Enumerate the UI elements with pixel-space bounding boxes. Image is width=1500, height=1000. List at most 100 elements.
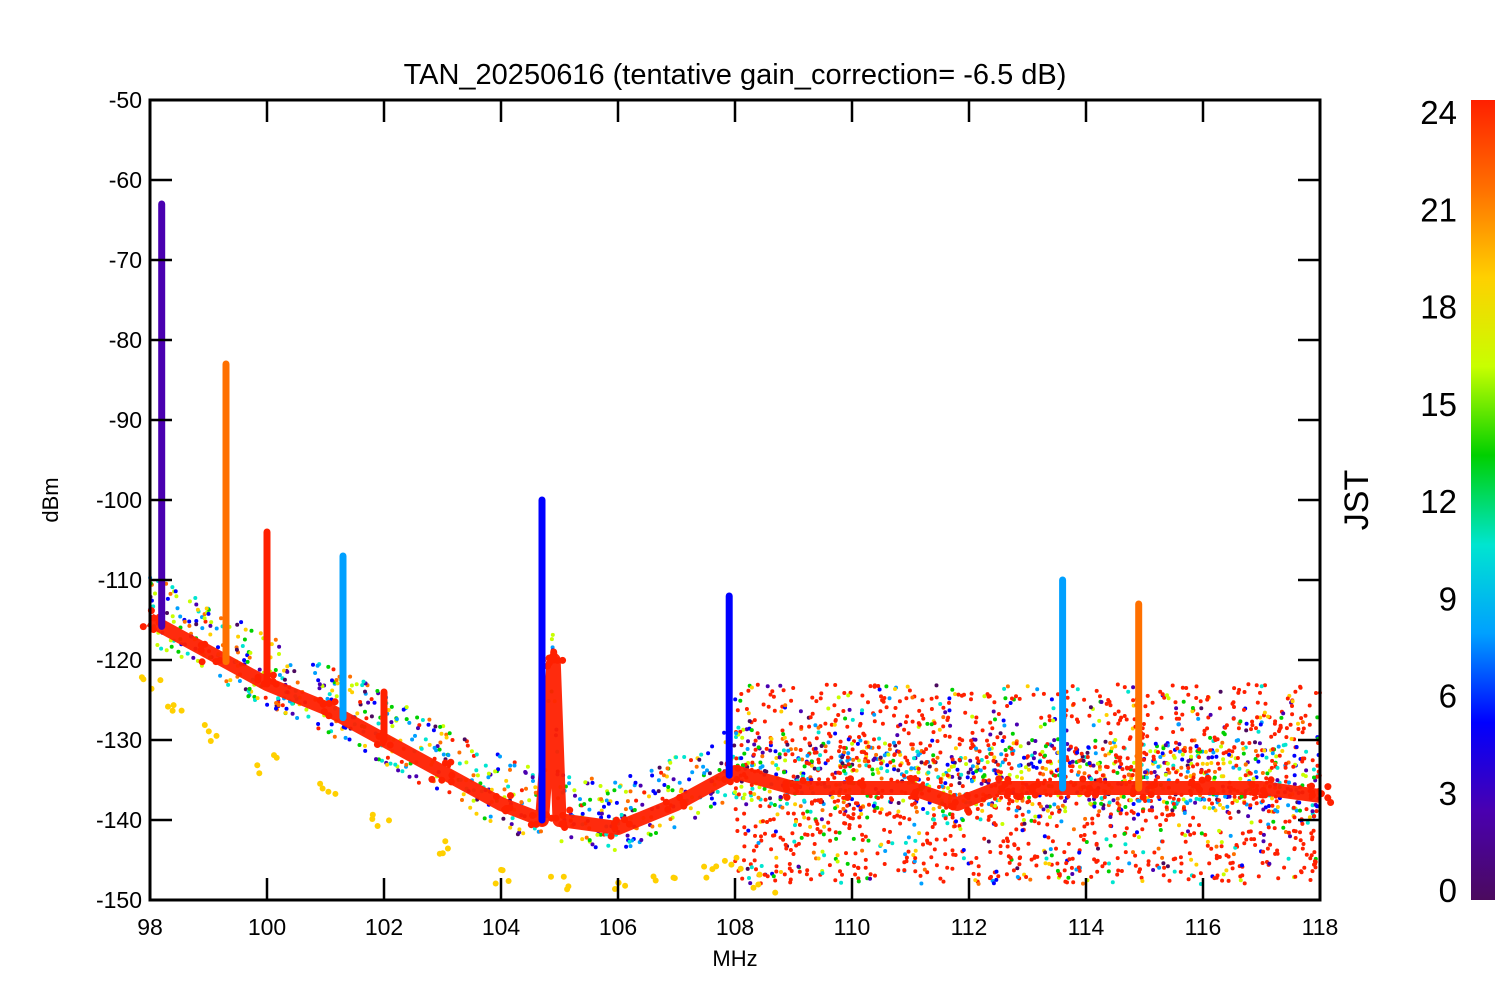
data-point [1107, 861, 1111, 866]
data-point [903, 720, 908, 725]
data-point [656, 778, 661, 783]
data-point [1095, 761, 1100, 766]
data-point [993, 768, 998, 773]
data-point [1179, 765, 1184, 770]
data-point [762, 872, 767, 877]
data-point [1070, 856, 1075, 861]
data-point [931, 753, 936, 758]
data-point [1241, 751, 1246, 756]
data-point [1066, 747, 1071, 752]
data-point [754, 867, 758, 872]
data-point [1232, 705, 1236, 709]
data-point [734, 731, 739, 736]
data-point [954, 819, 958, 824]
data-point [1196, 716, 1201, 721]
data-point [738, 698, 743, 703]
data-point [1074, 801, 1079, 806]
data-point [583, 780, 588, 785]
data-point [827, 731, 831, 736]
data-point [756, 871, 763, 878]
data-point [1208, 786, 1216, 794]
data-point [1022, 755, 1026, 760]
data-point [766, 704, 771, 709]
data-point [1146, 862, 1151, 867]
data-point [998, 850, 1003, 855]
data-point [191, 655, 196, 660]
data-point [625, 820, 633, 828]
data-point [998, 844, 1003, 849]
data-point [252, 694, 257, 699]
data-point [845, 755, 850, 760]
data-point [973, 720, 978, 725]
data-point [509, 822, 514, 827]
data-point [1217, 766, 1222, 771]
data-point [1183, 839, 1188, 844]
data-point [814, 750, 819, 755]
data-point [1079, 751, 1084, 756]
data-point [783, 793, 791, 801]
data-point [1095, 869, 1100, 874]
data-point [461, 792, 466, 797]
data-point [799, 777, 807, 784]
data-point [1237, 766, 1242, 771]
data-point [746, 739, 750, 744]
data-point [916, 766, 921, 771]
data-point [1136, 812, 1141, 817]
data-point [742, 811, 747, 816]
data-point [809, 777, 814, 782]
data-point [1090, 816, 1095, 821]
data-point [796, 841, 801, 846]
data-point [906, 849, 911, 854]
data-point [1055, 861, 1060, 866]
data-point [786, 748, 791, 753]
data-point [788, 877, 793, 882]
data-point [1014, 808, 1019, 813]
data-point [502, 807, 510, 815]
data-point [1008, 855, 1013, 860]
data-point [906, 731, 911, 736]
data-point [856, 876, 861, 881]
data-point [209, 620, 214, 625]
data-point [1115, 682, 1120, 687]
data-point [612, 788, 617, 793]
data-point [587, 838, 592, 843]
data-point [778, 683, 783, 688]
data-point [389, 720, 394, 725]
data-point [888, 829, 892, 834]
data-point [1084, 790, 1092, 798]
data-point [994, 877, 999, 882]
data-point [1247, 770, 1252, 775]
data-point [733, 790, 737, 795]
data-point [1276, 876, 1281, 881]
data-point [750, 760, 755, 765]
data-point [943, 837, 948, 842]
data-point [816, 798, 821, 803]
data-point [952, 824, 957, 829]
data-point [1231, 716, 1236, 721]
data-point [996, 874, 1001, 879]
data-point [1228, 760, 1233, 765]
data-point [846, 762, 851, 767]
data-point [431, 728, 436, 733]
data-point [982, 836, 987, 841]
data-point [1140, 827, 1145, 832]
data-point [1005, 839, 1010, 844]
data-point [1104, 837, 1109, 842]
data-point [335, 681, 340, 686]
data-point [1220, 740, 1225, 745]
data-point [1160, 751, 1165, 756]
data-point [1009, 746, 1014, 751]
data-point [826, 740, 831, 745]
data-point [607, 832, 615, 840]
data-point [866, 838, 871, 843]
data-point [805, 868, 810, 873]
data-point [1272, 826, 1277, 831]
data-point [734, 756, 739, 761]
data-point [1255, 753, 1260, 758]
data-point [1136, 835, 1141, 840]
data-point [1188, 832, 1193, 837]
data-point [1205, 843, 1210, 848]
data-point [247, 686, 252, 691]
data-point [707, 771, 712, 776]
data-point [971, 871, 976, 876]
